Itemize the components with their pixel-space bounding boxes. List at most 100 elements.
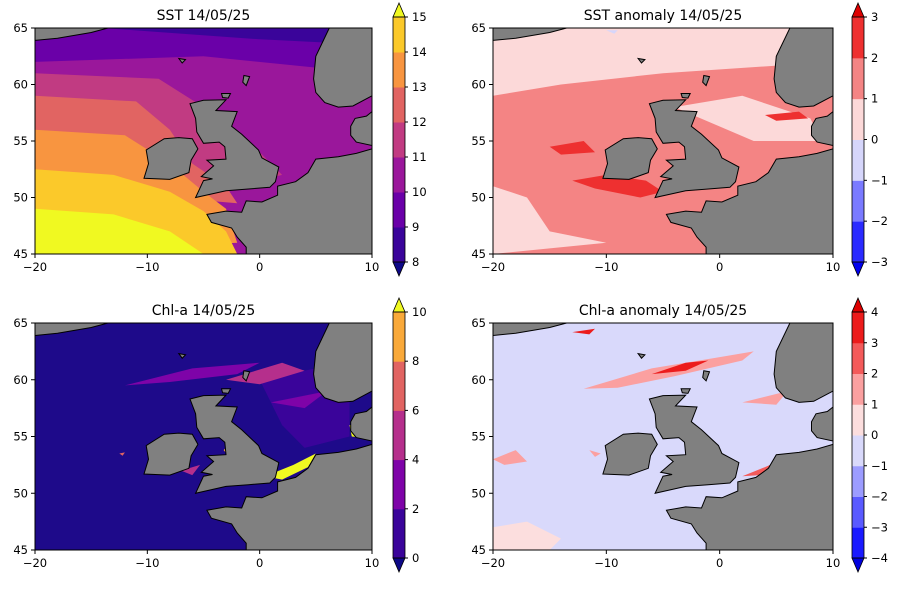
colorbar-segment — [393, 459, 405, 510]
colorbar-tick-label: −2 — [871, 490, 888, 504]
colorbar-tick-label: 14 — [412, 45, 427, 59]
colorbar-tick-label: 8 — [412, 255, 419, 269]
colorbar-segment — [852, 57, 864, 100]
y-tick-label: 45 — [13, 543, 28, 557]
land-orkney — [220, 93, 232, 99]
colorbar-tick-label: 4 — [871, 305, 878, 319]
land-britain — [189, 394, 280, 495]
field-region — [35, 208, 204, 254]
colorbar-segment — [393, 87, 405, 123]
colorbar: −3 −2 −1 0 1 2 3 — [851, 1, 888, 278]
colorbar-tick-label: 3 — [871, 336, 878, 350]
colorbar-segment — [852, 342, 864, 374]
x-tick-label: −20 — [23, 556, 47, 570]
land-continent — [206, 148, 372, 254]
land-denmark — [811, 110, 833, 147]
colorbar-tick-label: 11 — [412, 150, 427, 164]
land-orkney — [680, 388, 692, 394]
land-ireland — [143, 137, 199, 180]
colorbar-tick-label: 6 — [412, 403, 419, 417]
x-tick-label: 10 — [365, 260, 380, 274]
colorbar-segment — [393, 410, 405, 461]
colorbar-under-arrow — [851, 557, 865, 574]
colorbar-over-arrow — [392, 1, 406, 18]
colorbar-tick-label: 10 — [412, 305, 427, 319]
colorbar-tick-label: −3 — [871, 255, 888, 269]
colorbar-segment — [393, 312, 405, 362]
y-tick-label: 50 — [13, 486, 28, 500]
colorbar-tick-label: −1 — [871, 459, 888, 473]
colorbar-segment — [393, 52, 405, 88]
y-tick-label: 50 — [471, 486, 486, 500]
land-denmark — [350, 406, 372, 442]
field-region — [572, 174, 663, 198]
x-tick-label: −20 — [23, 260, 47, 274]
y-tick-label: 60 — [471, 78, 486, 92]
colorbar-segment — [852, 527, 864, 559]
land-norway — [773, 28, 833, 108]
colorbar-segment — [393, 192, 405, 228]
x-tick-label: 0 — [716, 556, 723, 570]
land-greenland — [35, 323, 109, 337]
land-norway — [773, 323, 833, 403]
land-greenland — [35, 28, 109, 41]
panel-title: SST anomaly 14/05/25 — [584, 8, 743, 24]
colorbar-tick-label: 0 — [871, 428, 878, 442]
land-faroe — [177, 352, 187, 359]
y-tick-label: 45 — [471, 247, 486, 261]
panel-title: Chl-a anomaly 14/05/25 — [579, 303, 747, 319]
land-orkney — [220, 388, 232, 394]
colorbar-over-arrow — [392, 296, 406, 313]
colorbar-segment — [852, 373, 864, 405]
land-norway — [313, 323, 372, 403]
y-tick-label: 45 — [13, 247, 28, 261]
map-panel-1: SST 14/05/25 −20 −10 0 10 45 50 55 60 65 8 9 10 11 12 1… — [13, 1, 427, 278]
data-field — [35, 323, 372, 550]
colorbar-segment — [393, 227, 405, 263]
y-tick-label: 50 — [13, 191, 28, 205]
land-norway — [313, 28, 372, 108]
field-region — [265, 453, 316, 480]
land-greenland — [493, 323, 567, 337]
y-tick-label: 65 — [471, 21, 486, 35]
y-tick-label: 60 — [471, 373, 486, 387]
field-region — [124, 362, 260, 386]
y-tick-label: 45 — [471, 543, 486, 557]
colorbar-segment — [852, 496, 864, 528]
colorbar-tick-label: 3 — [871, 10, 878, 24]
colorbar-under-arrow — [392, 261, 406, 278]
x-tick-label: 10 — [826, 260, 841, 274]
field-region — [572, 328, 595, 335]
y-tick-label: 65 — [13, 21, 28, 35]
land-continent — [665, 443, 833, 550]
colorbar-tick-label: 10 — [412, 185, 427, 199]
colorbar: 8 9 10 11 12 13 14 15 — [392, 1, 427, 278]
colorbar-tick-label: 2 — [412, 502, 419, 516]
y-tick-label: 65 — [13, 316, 28, 330]
land-orkney — [680, 93, 692, 99]
colorbar-segment — [852, 139, 864, 181]
y-tick-label: 55 — [13, 134, 28, 148]
colorbar-tick-label: −2 — [871, 214, 888, 228]
map-panel-2: SST anomaly 14/05/25−20 −10 0 104550556065−… — [471, 1, 888, 278]
x-tick-label: 0 — [716, 260, 723, 274]
land-shetland — [242, 74, 251, 87]
colorbar-tick-label: 13 — [412, 80, 427, 94]
data-field — [493, 28, 833, 254]
field-region — [674, 95, 822, 141]
colorbar-tick-label: −1 — [871, 173, 888, 187]
x-tick-label: −10 — [594, 260, 618, 274]
field-region — [102, 28, 372, 45]
colorbar-tick-label: 0 — [871, 133, 878, 147]
colorbar-tick-label: 4 — [412, 453, 419, 467]
land-faroe — [636, 57, 646, 64]
data-field — [493, 323, 833, 550]
panel-title: Chl-a 14/05/25 — [152, 303, 256, 319]
colorbar-tick-label: 15 — [412, 10, 427, 24]
field-region — [270, 391, 328, 409]
land-shetland — [702, 370, 711, 382]
colorbar-segment — [852, 17, 864, 59]
x-tick-label: 10 — [365, 556, 380, 570]
field-region — [493, 450, 527, 465]
colorbar-segment — [852, 180, 864, 222]
